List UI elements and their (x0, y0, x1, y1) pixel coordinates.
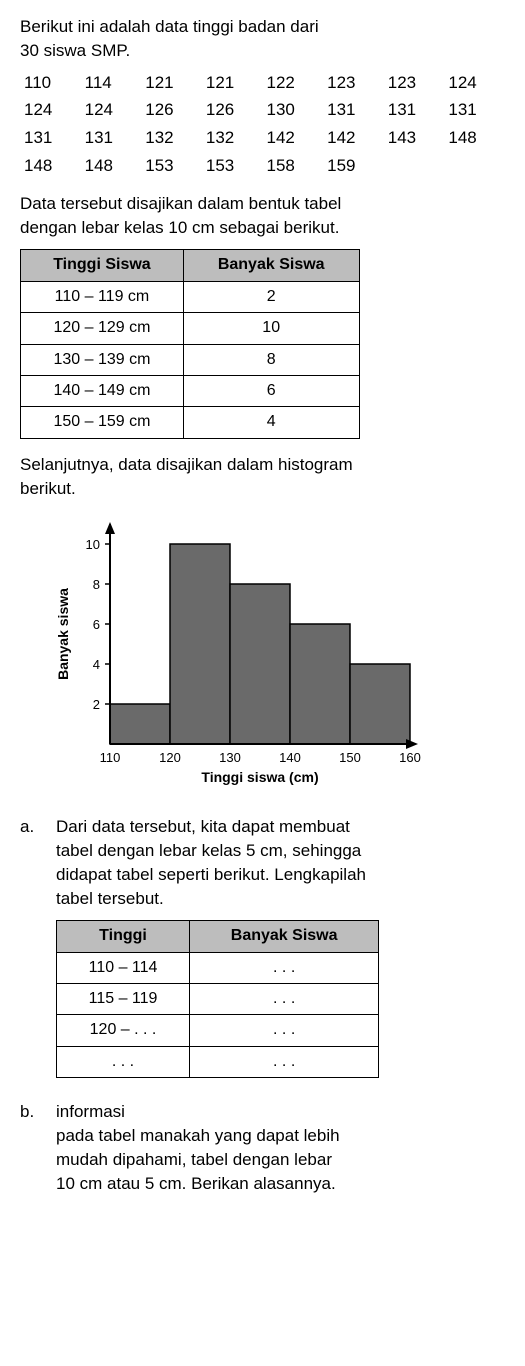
data-value: 131 (444, 98, 505, 122)
data-value: 148 (444, 126, 505, 150)
table-cell: 120 – . . . (57, 1015, 190, 1046)
y-tick-label: 8 (93, 577, 100, 592)
x-tick-label: 110 (100, 750, 121, 765)
data-value: 124 (444, 71, 505, 95)
th5-banyak: Banyak Siswa (190, 921, 379, 952)
frequency-table-10: Tinggi Siswa Banyak Siswa 110 – 119 cm21… (20, 249, 360, 438)
table-row: 110 – 114. . . (57, 952, 379, 983)
table-cell: . . . (190, 1015, 379, 1046)
table-cell: 150 – 159 cm (21, 407, 184, 438)
table-row: 140 – 149 cm6 (21, 375, 360, 406)
intro-line1: Berikut ini adalah data tinggi badan dar… (20, 17, 319, 36)
table-cell: 115 – 119 (57, 984, 190, 1015)
hist-intro-l1: Selanjutnya, data disajikan dalam histog… (20, 455, 353, 474)
x-tick-label: 150 (339, 750, 361, 765)
table-cell: . . . (57, 1046, 190, 1077)
qb-letter: b. (20, 1100, 38, 1205)
histogram-chart: 2 4 6 8 10 110 120 130 140 150 160 Banyak siswa Ting… (50, 514, 505, 801)
table-row: 120 – 129 cm10 (21, 313, 360, 344)
qa-letter: a. (20, 815, 38, 1092)
table-intro-l1: Data tersebut disajikan dalam bentuk tab… (20, 194, 341, 213)
table-row: 130 – 139 cm8 (21, 344, 360, 375)
table-cell: 2 (183, 281, 359, 312)
data-value: 159 (323, 154, 384, 178)
data-value: 124 (20, 98, 81, 122)
data-value: 132 (202, 126, 263, 150)
bar (230, 584, 290, 744)
intro-line2: 30 siswa SMP. (20, 41, 130, 60)
data-value: 121 (141, 71, 202, 95)
data-value: 123 (384, 71, 445, 95)
data-value: 122 (263, 71, 324, 95)
data-value: 124 (81, 98, 142, 122)
y-axis-label: Banyak siswa (55, 588, 71, 680)
table-cell: 8 (183, 344, 359, 375)
x-tick-label: 120 (159, 750, 181, 765)
table-cell: 10 (183, 313, 359, 344)
table-cell: . . . (190, 984, 379, 1015)
data-value: 153 (202, 154, 263, 178)
data-value: 126 (202, 98, 263, 122)
qa-text: Dari data tersebut, kita dapat membuat t… (56, 815, 505, 910)
x-axis-label: Tinggi siswa (cm) (201, 769, 318, 785)
table-intro: Data tersebut disajikan dalam bentuk tab… (20, 192, 505, 240)
bar (290, 624, 350, 744)
table-row: . . .. . . (57, 1046, 379, 1077)
data-value: 131 (384, 98, 445, 122)
table-cell: . . . (190, 1046, 379, 1077)
y-tick-label: 10 (86, 537, 100, 552)
y-tick-label: 2 (93, 697, 100, 712)
data-value: 114 (81, 71, 142, 95)
bar (170, 544, 230, 744)
table-row: 110 – 119 cm2 (21, 281, 360, 312)
table-cell: 140 – 149 cm (21, 375, 184, 406)
data-value: 131 (323, 98, 384, 122)
table-row: 120 – . . .. . . (57, 1015, 379, 1046)
th-banyak: Banyak Siswa (183, 250, 359, 281)
data-value: 110 (20, 71, 81, 95)
bar (110, 704, 170, 744)
raw-data-grid: 1101141211211221231231241241241261261301… (20, 71, 505, 178)
table-cell: 110 – 119 cm (21, 281, 184, 312)
data-value: 131 (20, 126, 81, 150)
y-tick-label: 6 (93, 617, 100, 632)
data-value: 148 (81, 154, 142, 178)
table-row: 150 – 159 cm4 (21, 407, 360, 438)
x-tick-label: 160 (399, 750, 421, 765)
intro-text: Berikut ini adalah data tinggi badan dar… (20, 15, 505, 63)
x-tick-label: 140 (279, 750, 301, 765)
th5-tinggi: Tinggi (57, 921, 190, 952)
table-cell: 6 (183, 375, 359, 406)
data-value: 148 (20, 154, 81, 178)
hist-intro-l2: berikut. (20, 479, 76, 498)
th-tinggi: Tinggi Siswa (21, 250, 184, 281)
data-value: 132 (141, 126, 202, 150)
data-value: 158 (263, 154, 324, 178)
data-value: 143 (384, 126, 445, 150)
table-cell: 110 – 114 (57, 952, 190, 983)
question-b: b. informasi pada tabel manakah yang dap… (20, 1100, 505, 1205)
data-value: 142 (263, 126, 324, 150)
table-cell: 4 (183, 407, 359, 438)
data-value: 131 (81, 126, 142, 150)
data-value: 130 (263, 98, 324, 122)
histogram-intro: Selanjutnya, data disajikan dalam histog… (20, 453, 505, 501)
table-cell: 130 – 139 cm (21, 344, 184, 375)
table-row: 115 – 119. . . (57, 984, 379, 1015)
y-tick-label: 4 (93, 657, 100, 672)
table-cell: 120 – 129 cm (21, 313, 184, 344)
data-value: 142 (323, 126, 384, 150)
x-tick-label: 130 (219, 750, 241, 765)
data-value: 126 (141, 98, 202, 122)
table-cell: . . . (190, 952, 379, 983)
frequency-table-5: Tinggi Banyak Siswa 110 – 114. . .115 – … (56, 920, 379, 1078)
question-a: a. Dari data tersebut, kita dapat membua… (20, 815, 505, 1092)
data-value: 121 (202, 71, 263, 95)
data-value: 123 (323, 71, 384, 95)
data-value: 153 (141, 154, 202, 178)
qb-text: informasi pada tabel manakah yang dapat … (56, 1100, 505, 1195)
table-intro-l2: dengan lebar kelas 10 cm sebagai berikut… (20, 218, 339, 237)
bar (350, 664, 410, 744)
